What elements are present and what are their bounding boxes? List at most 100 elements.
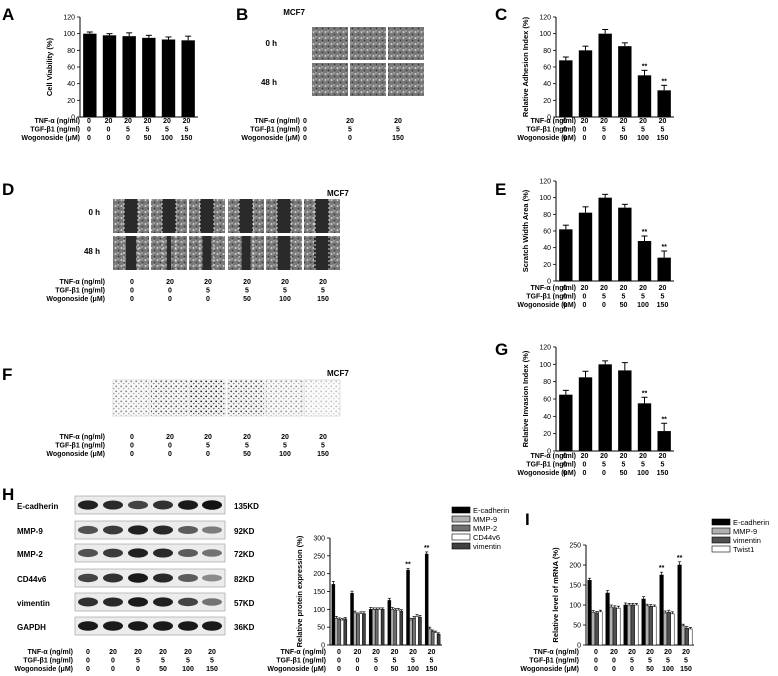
treatment-value: 20 xyxy=(409,649,417,656)
y-tick-label: 50 xyxy=(573,623,581,630)
treatment-value: 20 xyxy=(243,434,251,441)
treatment-value: 0 xyxy=(111,658,115,665)
micrograph xyxy=(312,27,348,60)
blot-band xyxy=(178,526,198,534)
treatment-value: 0 xyxy=(630,666,634,673)
significance-mark: ** xyxy=(677,555,683,562)
treatment-value: 100 xyxy=(637,470,649,477)
panel-label-g: G xyxy=(495,340,508,359)
bar xyxy=(418,616,422,646)
bar xyxy=(356,614,360,646)
treatment-value: 50 xyxy=(620,135,628,142)
treatment-value: 20 xyxy=(620,285,628,292)
y-tick-label: 60 xyxy=(543,229,551,236)
blot-kd-label: 36KD xyxy=(234,623,255,632)
treatment-value: 20 xyxy=(659,285,667,292)
blot-band xyxy=(178,549,198,557)
blot-band xyxy=(78,621,98,631)
treatment-label: TGF-β1 (ng/ml) xyxy=(526,127,576,134)
blot-band xyxy=(128,500,148,510)
y-tick-label: 80 xyxy=(543,212,551,219)
y-tick-label: 80 xyxy=(543,379,551,386)
bar xyxy=(83,33,97,117)
bar xyxy=(618,207,632,281)
panel-b-cell-line: MCF7 xyxy=(283,8,305,17)
treatment-value: 0 xyxy=(563,127,567,134)
bar xyxy=(331,584,336,646)
treatment-value: 20 xyxy=(610,649,618,656)
blot-band xyxy=(153,525,173,535)
bar xyxy=(396,609,401,646)
bar xyxy=(427,628,432,646)
treatment-value: 0 xyxy=(563,118,567,125)
panel-d-row-48h: 48 h xyxy=(84,247,100,256)
scratch-gap xyxy=(162,199,176,233)
treatment-value: 0 xyxy=(206,451,210,458)
legend-swatch xyxy=(451,515,471,523)
bar xyxy=(623,604,628,646)
y-tick-label: 20 xyxy=(543,431,551,438)
y-tick-label: 20 xyxy=(67,98,75,105)
treatment-label: TGF-β1 (ng/ml) xyxy=(526,462,576,469)
treatment-value: 5 xyxy=(126,127,130,134)
blot-band xyxy=(78,597,98,607)
treatment-value: 20 xyxy=(134,649,142,656)
bar xyxy=(406,569,410,646)
micrograph xyxy=(388,27,424,60)
micrograph xyxy=(388,63,424,96)
significance-mark: ** xyxy=(642,390,648,397)
blot-band xyxy=(78,500,98,510)
treatment-value: 20 xyxy=(184,649,192,656)
treatment-value: 20 xyxy=(659,118,667,125)
bar xyxy=(688,628,693,646)
bar xyxy=(424,553,429,646)
treatment-value: 0 xyxy=(583,470,587,477)
y-axis-label: Relative Adhesion Index (%) xyxy=(521,16,530,117)
treatment-value: 5 xyxy=(661,294,665,301)
treatment-value: 100 xyxy=(407,666,419,673)
bar xyxy=(390,609,395,646)
panel-label-c: C xyxy=(495,5,507,24)
treatment-value: 20 xyxy=(243,279,251,286)
bar xyxy=(433,632,438,646)
treatment-value: 20 xyxy=(163,118,171,125)
bar xyxy=(559,60,573,117)
treatment-value: 20 xyxy=(428,649,436,656)
treatment-value: 20 xyxy=(628,649,636,656)
bar xyxy=(387,600,392,646)
treatment-label: Wogonoside (μM) xyxy=(46,296,105,303)
y-tick-label: 120 xyxy=(539,179,551,186)
y-tick-label: 120 xyxy=(539,345,551,352)
bar xyxy=(663,612,668,646)
treatment-value: 0 xyxy=(612,666,616,673)
panel-label-a: A xyxy=(2,5,14,24)
panel-d-images: MCF7 0 h 48 h xyxy=(84,189,349,270)
panel-d-row-0h: 0 h xyxy=(88,208,100,217)
blot-band xyxy=(78,525,98,535)
panel-label-b: B xyxy=(236,5,248,24)
bar xyxy=(657,90,671,117)
treatment-value: 5 xyxy=(661,127,665,134)
panel-b-row-48h: 48 h xyxy=(261,78,277,87)
bar xyxy=(670,613,675,646)
treatment-value: 20 xyxy=(600,118,608,125)
y-tick-label: 0 xyxy=(547,449,551,456)
legend-swatch xyxy=(711,545,731,553)
blot-band xyxy=(202,574,222,582)
treatment-label: Wogonoside (μM) xyxy=(267,666,326,673)
treatment-label: Wogonoside (μM) xyxy=(21,135,80,142)
bar xyxy=(380,609,385,646)
blot-band xyxy=(103,573,123,583)
treatment-value: 150 xyxy=(680,666,692,673)
bar xyxy=(657,431,671,451)
treatment-label: Wogonoside (μM) xyxy=(46,451,105,458)
blot-strip xyxy=(74,543,226,563)
bar xyxy=(652,606,657,646)
treatment-value: 0 xyxy=(337,649,341,656)
treatment-value: 0 xyxy=(111,666,115,673)
treatment-value: 5 xyxy=(641,127,645,134)
